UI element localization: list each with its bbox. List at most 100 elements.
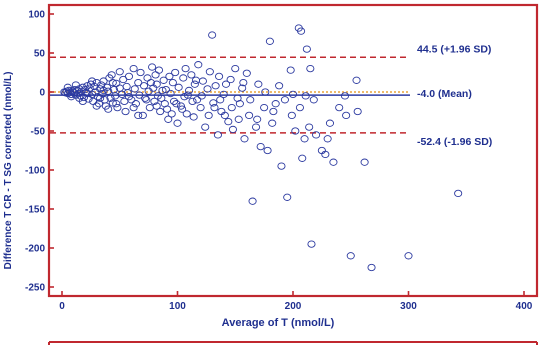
data-point: [271, 100, 280, 108]
data-point: [269, 107, 278, 116]
data-point: [205, 68, 214, 76]
data-point: [261, 88, 270, 96]
data-point: [181, 64, 190, 73]
data-point: [221, 80, 231, 88]
data-point: [163, 105, 172, 113]
data-point: [164, 115, 173, 123]
data-point: [309, 96, 318, 104]
data-point: [167, 110, 176, 118]
data-point: [187, 71, 196, 79]
data-point: [190, 80, 199, 88]
data-point: [302, 45, 311, 53]
y-tick-label: 0: [39, 88, 45, 99]
data-point: [209, 99, 218, 107]
data-point: [297, 27, 306, 35]
data-point: [198, 77, 207, 85]
data-point: [123, 89, 132, 97]
y-tick-label: -100: [25, 166, 45, 177]
data-point: [161, 86, 170, 94]
data-point: [172, 100, 181, 108]
data-point: [122, 82, 131, 91]
data-point: [124, 72, 134, 81]
y-axis-title: Difference T CR - T SG corrected (nmol/L…: [3, 72, 14, 270]
y-tick-label: -150: [25, 205, 45, 216]
data-point: [184, 86, 194, 95]
data-point: [168, 78, 177, 87]
data-point: [254, 80, 263, 88]
data-point: [106, 94, 115, 102]
data-point: [253, 115, 262, 123]
data-point: [283, 193, 292, 201]
lower-loa-label: -52.4 (-1.96 SD): [417, 136, 492, 148]
data-point: [203, 85, 212, 93]
data-point: [226, 75, 235, 84]
data-point: [166, 89, 175, 98]
data-point: [360, 158, 369, 166]
data-point: [150, 97, 159, 106]
data-point: [301, 92, 310, 100]
mean-label: -4.0 (Mean): [417, 88, 472, 100]
data-point: [235, 100, 244, 108]
data-point: [287, 111, 296, 120]
data-point: [104, 87, 113, 95]
data-point: [189, 113, 198, 121]
reference-lines: [50, 56, 410, 134]
data-point: [201, 123, 210, 131]
data-point: [148, 63, 157, 71]
data-point: [251, 123, 261, 131]
data-point: [108, 78, 117, 87]
data-point: [136, 68, 145, 77]
x-axis-title: Average of T (nmol/L): [222, 317, 335, 329]
data-point: [115, 84, 124, 92]
data-point: [63, 83, 72, 91]
data-point: [306, 64, 315, 73]
reference-labels: 44.5 (+1.96 SD) -4.0 (Mean) -52.4 (-1.96…: [417, 43, 492, 148]
data-point: [191, 76, 201, 84]
data-point: [87, 77, 97, 85]
data-point: [152, 80, 161, 88]
x-tick-label: 300: [400, 301, 417, 312]
data-point: [194, 61, 203, 69]
data-point: [179, 74, 188, 82]
data-point: [295, 103, 304, 112]
data-point: [224, 117, 233, 126]
data-point: [288, 90, 298, 98]
data-point: [138, 111, 147, 120]
data-point: [83, 89, 92, 98]
data-point: [120, 97, 129, 106]
data-point: [300, 135, 309, 143]
scatter-points: [60, 24, 463, 272]
data-point: [142, 96, 151, 104]
data-point: [143, 74, 152, 82]
data-point: [234, 115, 243, 123]
y-tick-label: -200: [25, 244, 45, 255]
data-point: [277, 162, 286, 170]
data-point: [280, 96, 289, 104]
data-point: [129, 64, 138, 73]
data-point: [108, 99, 117, 107]
data-point: [208, 31, 217, 39]
x-tick-label: 400: [516, 301, 533, 312]
data-point: [329, 158, 338, 166]
data-point: [305, 123, 314, 131]
data-point: [193, 96, 202, 104]
data-point: [182, 110, 191, 118]
data-point: [231, 64, 240, 73]
data-point: [238, 84, 247, 92]
data-point: [298, 154, 307, 162]
data-point: [215, 72, 224, 81]
data-point: [173, 119, 182, 127]
x-tick-label: 200: [285, 301, 302, 312]
data-point: [112, 100, 121, 108]
data-point: [183, 91, 192, 99]
data-point: [188, 97, 197, 106]
data-point: [159, 76, 168, 84]
data-point: [152, 102, 161, 110]
data-point: [346, 252, 355, 260]
data-point: [248, 197, 257, 205]
data-point: [227, 103, 236, 112]
data-point: [146, 78, 155, 87]
data-point: [154, 66, 164, 74]
x-tick-label: 0: [59, 301, 65, 312]
data-point: [134, 111, 143, 120]
